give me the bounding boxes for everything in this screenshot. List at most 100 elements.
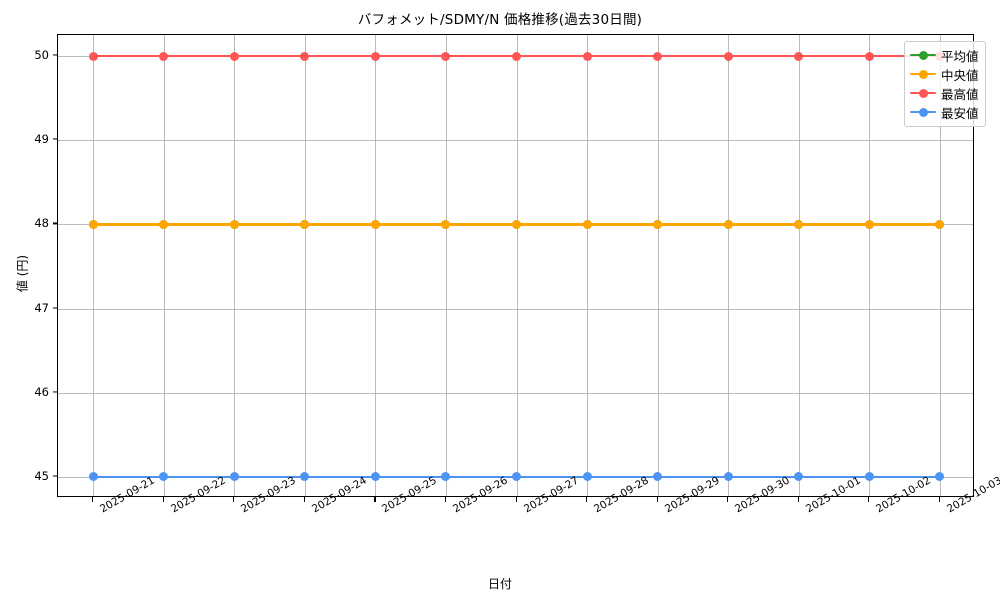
series-layer bbox=[58, 35, 973, 496]
series-line-segment bbox=[869, 223, 940, 226]
gridline-vertical bbox=[93, 35, 95, 496]
x-tick-mark bbox=[233, 497, 235, 502]
x-tick-mark bbox=[656, 497, 658, 502]
x-tick-mark bbox=[374, 497, 376, 502]
x-tick-mark bbox=[586, 497, 588, 502]
series-line-segment bbox=[516, 54, 588, 58]
x-tick-mark bbox=[303, 497, 305, 502]
y-tick-mark bbox=[52, 222, 57, 224]
series-line-segment bbox=[516, 223, 588, 226]
y-tick-label: 45 bbox=[34, 468, 49, 483]
data-point-marker bbox=[441, 472, 451, 482]
legend-item-4[interactable]: 最安値 bbox=[910, 103, 979, 121]
legend-label: 最高値 bbox=[941, 86, 979, 102]
x-tick-mark bbox=[444, 497, 447, 502]
data-point-marker bbox=[582, 472, 592, 482]
data-point-marker bbox=[159, 219, 169, 229]
plot-area bbox=[57, 34, 974, 497]
gridline-vertical bbox=[375, 35, 377, 496]
data-point-marker bbox=[723, 51, 733, 61]
gridline-vertical bbox=[869, 35, 871, 496]
gridline-vertical bbox=[163, 35, 165, 496]
data-point-marker bbox=[864, 51, 874, 61]
data-point-marker bbox=[88, 51, 98, 61]
series-line-segment bbox=[163, 223, 235, 226]
series-4 bbox=[58, 35, 973, 496]
gridline-horizontal bbox=[58, 476, 973, 478]
series-line-segment bbox=[445, 223, 517, 226]
y-tick-mark bbox=[52, 391, 57, 393]
series-1 bbox=[58, 35, 973, 496]
data-point-marker bbox=[723, 219, 733, 229]
gridline-vertical bbox=[234, 35, 236, 496]
data-point-marker bbox=[512, 219, 521, 229]
legend-item-2[interactable]: 中央値 bbox=[910, 65, 979, 83]
legend-swatch-icon bbox=[910, 49, 936, 61]
x-tick-mark bbox=[92, 497, 94, 502]
data-point-marker bbox=[159, 219, 169, 229]
y-tick-label: 47 bbox=[34, 300, 49, 315]
data-point-marker bbox=[229, 219, 239, 229]
data-point-marker bbox=[794, 219, 804, 229]
y-tick-label: 46 bbox=[34, 384, 49, 399]
gridline-vertical bbox=[728, 35, 730, 496]
x-tick-label: 2025-10-02 bbox=[874, 474, 933, 515]
y-tick-label: 49 bbox=[34, 132, 49, 147]
data-point-marker bbox=[441, 51, 451, 61]
data-point-marker bbox=[229, 51, 239, 61]
series-line-segment bbox=[445, 54, 517, 58]
legend-item-1[interactable]: 平均値 bbox=[910, 46, 979, 64]
data-point-marker bbox=[864, 219, 874, 229]
data-point-marker bbox=[582, 51, 592, 61]
data-point-marker bbox=[300, 219, 310, 229]
series-line-segment bbox=[728, 54, 799, 58]
legend-swatch-icon bbox=[910, 106, 936, 118]
series-line-segment bbox=[163, 54, 235, 58]
gridline-horizontal bbox=[58, 224, 973, 226]
series-line-segment bbox=[445, 223, 517, 226]
x-tick-mark bbox=[938, 497, 940, 502]
series-line-segment bbox=[657, 223, 729, 226]
data-point-marker bbox=[159, 51, 169, 61]
legend-item-3[interactable]: 最高値 bbox=[910, 84, 979, 102]
data-point-marker bbox=[582, 219, 592, 229]
series-line-segment bbox=[375, 54, 446, 58]
gridline-vertical bbox=[798, 35, 800, 496]
data-point-marker bbox=[512, 51, 521, 61]
series-line-segment bbox=[93, 54, 164, 58]
data-point-marker bbox=[512, 472, 521, 482]
data-point-marker bbox=[88, 219, 98, 229]
data-point-marker bbox=[441, 219, 451, 229]
data-point-marker bbox=[370, 219, 380, 229]
data-point-marker bbox=[229, 219, 239, 229]
data-point-marker bbox=[935, 219, 945, 229]
gridline-vertical bbox=[304, 35, 306, 496]
chart-title: バフォメット/SDMY/N 価格推移(過去30日間) bbox=[357, 12, 643, 28]
data-point-marker bbox=[864, 219, 874, 229]
series-line-segment bbox=[304, 54, 376, 58]
gridline-horizontal bbox=[58, 308, 973, 310]
y-tick-mark bbox=[52, 138, 57, 140]
data-point-marker bbox=[653, 472, 663, 482]
y-tick-label: 50 bbox=[34, 48, 49, 63]
data-point-marker bbox=[935, 472, 945, 482]
series-line-segment bbox=[798, 223, 870, 226]
series-line-segment bbox=[163, 223, 235, 226]
series-line-segment bbox=[869, 223, 940, 226]
x-tick-mark bbox=[727, 497, 729, 502]
x-tick-label: 2025-09-27 bbox=[522, 474, 581, 515]
data-point-marker bbox=[723, 219, 733, 229]
gridline-horizontal bbox=[58, 56, 973, 58]
data-point-marker bbox=[723, 472, 733, 482]
data-point-marker bbox=[794, 219, 804, 229]
gridline-vertical bbox=[587, 35, 589, 496]
data-point-marker bbox=[653, 219, 663, 229]
x-tick-mark bbox=[797, 497, 799, 502]
series-line-segment bbox=[516, 223, 588, 226]
legend-swatch-icon bbox=[910, 68, 936, 80]
y-tick-mark bbox=[52, 307, 57, 309]
data-point-marker bbox=[935, 219, 945, 229]
chart-legend[interactable]: 平均値 中央値最高値 最安値 bbox=[904, 41, 986, 127]
x-tick-label: 2025-09-26 bbox=[451, 474, 510, 515]
